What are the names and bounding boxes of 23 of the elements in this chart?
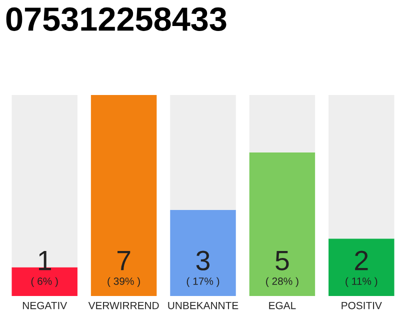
bar (328, 95, 394, 239)
x-tick-label: VERWIRREND (88, 302, 159, 310)
bar (249, 95, 316, 152)
data-label: 2 (355, 250, 368, 270)
data-label: 5 (276, 251, 289, 270)
x-tick-label: EGAL (269, 302, 296, 310)
annotation: ( 11% ) (346, 277, 378, 287)
annotation: ( 17% ) (186, 277, 220, 287)
x-tick-label: POSITIV (342, 302, 382, 310)
annotation: ( 39% ) (108, 277, 140, 287)
annotation: ( 6% ) (31, 277, 58, 287)
annotation: ( 28% ) (266, 277, 298, 287)
bar (90, 95, 157, 296)
bar (249, 152, 316, 296)
data-label: 3 (196, 250, 210, 270)
bar (170, 210, 236, 296)
chart-title: 075312258433 (6, 7, 226, 31)
x-tick-label: NEGATIV (22, 302, 68, 310)
x-tick-label: UNBEKANNTE (168, 302, 238, 310)
bar (170, 95, 236, 210)
data-label: 7 (118, 251, 130, 270)
bar (328, 238, 394, 296)
data-label: 1 (38, 251, 51, 270)
